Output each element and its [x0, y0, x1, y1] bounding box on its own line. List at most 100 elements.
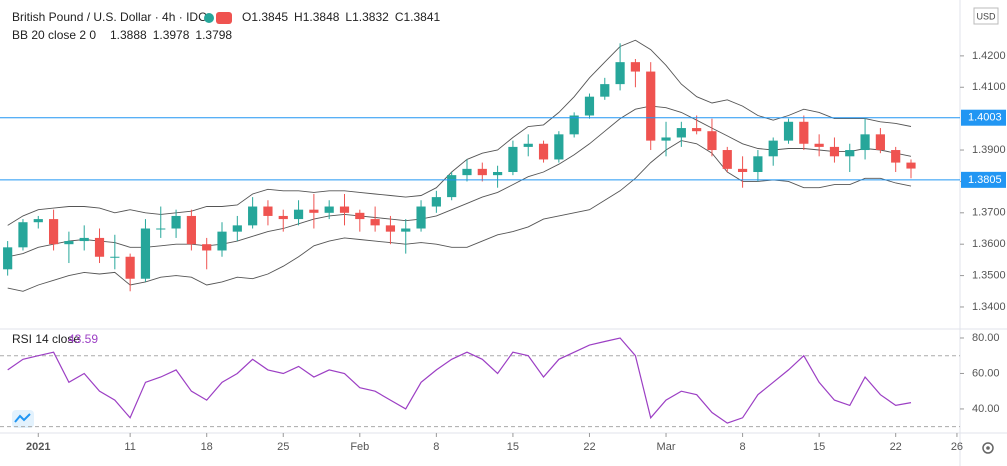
- candle-body: [431, 197, 441, 207]
- bollinger-band: [7, 39, 912, 226]
- x-tick-label: 8: [740, 441, 746, 453]
- candle-body: [584, 96, 595, 116]
- x-tick-label: 22: [583, 441, 595, 453]
- candle-body: [569, 115, 579, 135]
- candle-body: [416, 206, 426, 229]
- candle-body: [202, 244, 212, 251]
- candle-body: [324, 206, 334, 213]
- candle-body: [737, 168, 748, 173]
- candle-body: [447, 175, 457, 198]
- level-label-box: [961, 109, 1006, 126]
- candle-body: [906, 162, 916, 169]
- candle-body: [508, 146, 518, 173]
- candle-body: [646, 71, 656, 141]
- candle-body: [661, 137, 671, 141]
- candle-body: [600, 84, 610, 97]
- candle-body: [493, 172, 503, 176]
- level-label: 1.4003: [968, 112, 1002, 124]
- y-tick-label: 1.3900: [972, 144, 1006, 156]
- candle-body: [278, 215, 288, 220]
- level-label-box: [961, 171, 1006, 188]
- candle-body: [538, 143, 549, 160]
- candle-body: [293, 209, 304, 220]
- settings-button[interactable]: [982, 442, 994, 454]
- candle-body: [615, 62, 625, 85]
- candle-body: [263, 206, 273, 216]
- rsi-current: 43.59: [68, 332, 98, 346]
- x-tick-label: 26: [951, 441, 963, 453]
- candle-body: [523, 143, 533, 147]
- candle-body: [799, 121, 809, 144]
- status-badge: [216, 12, 232, 24]
- candle-body: [110, 256, 120, 258]
- x-tick-label: 8: [433, 441, 439, 453]
- candle-body: [232, 225, 242, 232]
- candle-body: [845, 150, 855, 157]
- rsi-line: [7, 337, 912, 424]
- candle-body: [3, 247, 13, 270]
- indicator-value: 1.3888: [110, 28, 147, 42]
- y-tick-label: 60.00: [972, 367, 1000, 379]
- settings-center: [986, 446, 990, 450]
- y-tick-label: 1.4100: [972, 81, 1006, 93]
- x-tick-label: 25: [277, 441, 289, 453]
- candle-body: [125, 256, 135, 279]
- currency-box: [973, 7, 999, 25]
- candle-body: [140, 228, 151, 279]
- y-tick-label: 1.4200: [972, 50, 1006, 62]
- candle-body: [753, 156, 763, 173]
- candle-body: [676, 128, 686, 138]
- pane: 40.00 60.00 80.00 2021 11 18 25 Feb 8 15 22 Mar 8 15 2…: [0, 332, 1000, 453]
- candle-body: [477, 168, 487, 176]
- candle-body: [18, 222, 28, 248]
- candle-body: [707, 131, 717, 151]
- pane: 1.34001.35001.36001.37001.38001.39001.41…: [0, 39, 1006, 313]
- x-tick-label: 11: [124, 441, 135, 453]
- x-tick-label: 15: [507, 441, 519, 453]
- candle-body: [79, 237, 89, 242]
- ohlc-value: C1.3841: [395, 10, 441, 24]
- bollinger-band: [7, 105, 912, 258]
- x-tick-label: 2021: [26, 441, 50, 453]
- candle-body: [722, 150, 732, 169]
- ohlc-value: L1.3832: [345, 10, 389, 24]
- x-tick-label: 15: [813, 441, 825, 453]
- candle-body: [339, 206, 350, 213]
- y-tick-label: 80.00: [972, 332, 1000, 344]
- level-label: 1.3805: [968, 174, 1002, 186]
- candle-body: [554, 134, 564, 160]
- candle-body: [171, 215, 181, 229]
- y-tick-label: 1.3400: [972, 301, 1006, 313]
- y-tick-label: 1.3500: [972, 269, 1006, 281]
- candle-body: [401, 228, 411, 232]
- x-tick-label: Feb: [350, 441, 369, 453]
- y-tick-label: 1.3700: [972, 207, 1006, 219]
- candle-body: [891, 150, 901, 163]
- candle-body: [64, 241, 74, 245]
- ohlc-value: O1.3845: [242, 10, 288, 24]
- indicator-value: 1.3798: [195, 28, 232, 42]
- candle-body: [630, 62, 640, 72]
- ohlc-value: H1.3848: [294, 10, 340, 24]
- rsi-title: RSI 14 close: [12, 332, 80, 346]
- candle-body: [385, 225, 396, 232]
- logo-mark: [14, 413, 31, 423]
- candle-body: [768, 140, 778, 157]
- candle-body: [814, 143, 824, 147]
- status-dot: [204, 13, 214, 23]
- y-tick-label: 1.3600: [972, 238, 1006, 250]
- candle-body: [309, 209, 319, 213]
- candle-body: [860, 134, 870, 151]
- bollinger-band: [7, 140, 912, 292]
- candle-body: [829, 146, 840, 157]
- indicator-value: 1.3978: [153, 28, 190, 42]
- candle-body: [217, 231, 227, 251]
- candle-body: [94, 237, 105, 257]
- candle-body: [462, 168, 472, 176]
- candle-body: [355, 212, 365, 220]
- candle-body: [783, 121, 794, 141]
- x-tick-label: Mar: [657, 441, 676, 453]
- candle-body: [48, 219, 59, 245]
